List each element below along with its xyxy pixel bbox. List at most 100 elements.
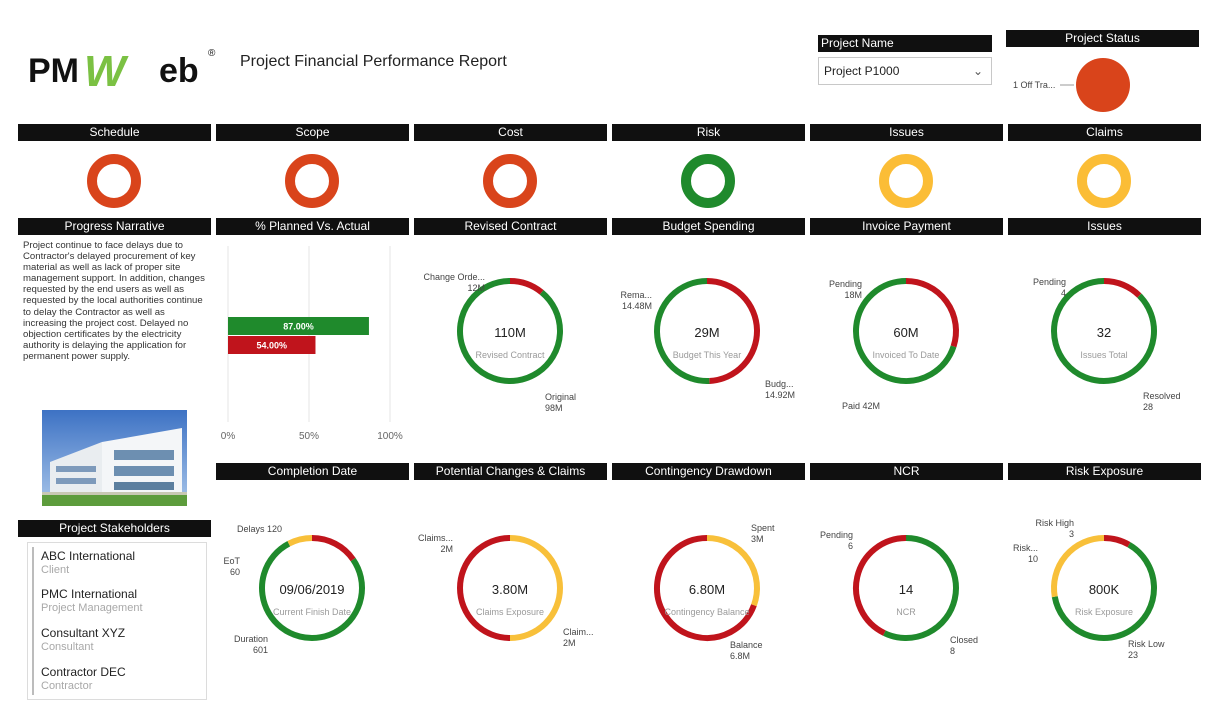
stakeholder-name: PMC International — [41, 587, 138, 601]
status-ring-issues — [879, 154, 933, 208]
donut-label-claims: Claims... 2M — [418, 533, 453, 555]
donut-label-eot: EoT 60 — [223, 556, 240, 578]
donut-label-value: 6.8M — [730, 651, 751, 661]
donut-segment-pending[interactable] — [853, 535, 907, 636]
donut-label-value: 18M — [844, 290, 862, 300]
donut-segment-duration[interactable] — [259, 541, 365, 641]
donut-label-name: Change Orde... — [423, 272, 485, 282]
donut-label-name: Duration — [233, 634, 268, 644]
pva-tick-label: 50% — [299, 431, 319, 442]
donut-label-name: EoT — [223, 556, 240, 566]
project-status-indicator — [1060, 58, 1130, 112]
stakeholder-item[interactable]: PMC International Project Management — [41, 587, 143, 615]
stakeholders-list-accent — [32, 547, 34, 695]
status-header-scope: Scope — [216, 124, 409, 141]
report-title: Project Financial Performance Report — [240, 53, 507, 70]
donut-segment-balance[interactable] — [654, 535, 757, 641]
status-ring-scope — [285, 154, 339, 208]
stakeholders-list[interactable]: ABC International Client PMC Internation… — [27, 542, 207, 700]
status-ring-arc — [87, 154, 141, 208]
project-stakeholders-header: Project Stakeholders — [18, 520, 211, 537]
donut-label-name: Original — [545, 392, 577, 402]
donut-segment-budg[interactable] — [654, 278, 710, 384]
donut-label-name: Claims... — [417, 533, 453, 543]
donut-segment-spent[interactable] — [706, 535, 760, 607]
donut-segment-eot[interactable] — [287, 535, 313, 547]
donut-center-label: Revised Contract — [475, 350, 545, 360]
stakeholder-item[interactable]: ABC International Client — [41, 549, 135, 577]
donut-segment-resolved[interactable] — [1051, 278, 1157, 384]
donut-issues: 32 Issues Total — [1051, 278, 1157, 384]
stakeholder-role: Contractor — [41, 680, 93, 692]
donut-segment-original[interactable] — [457, 278, 563, 384]
donut-label-value: 4 — [1060, 288, 1066, 298]
donut-label-risk-high: Risk High 3 — [1035, 518, 1074, 540]
donut-center-label: Budget This Year — [673, 350, 741, 360]
stakeholder-role: Consultant — [41, 641, 94, 653]
donut-label-value: 3M — [751, 534, 764, 544]
donut-label-name: Spent — [751, 523, 775, 533]
donut-header-risk-exposure: Risk Exposure — [1008, 463, 1201, 480]
donut-segment-risk-low[interactable] — [1051, 542, 1157, 641]
donut-label-value: 6 — [847, 541, 853, 551]
donut-label-value: 601 — [252, 645, 268, 655]
pva-bar — [228, 317, 369, 335]
pva-data-label: 54.00% — [256, 341, 287, 351]
donut-segment-claims[interactable] — [509, 535, 563, 641]
logo-text-w: W — [84, 47, 129, 94]
pmweb-logo: PM W eb ® — [28, 44, 218, 96]
pva-tick-label: 100% — [377, 431, 403, 442]
status-header-cost: Cost — [414, 124, 607, 141]
donut-center-label: Claims Exposure — [476, 607, 544, 617]
donut-header-completion-date: Completion Date — [216, 463, 409, 480]
donut-label-value: 14.92M — [765, 390, 796, 400]
stakeholder-item[interactable]: Contractor DEC Contractor — [41, 665, 126, 693]
project-name-select[interactable]: Project P1000 ⌄ — [818, 57, 992, 85]
donut-label-name: Balance — [730, 640, 763, 650]
donut-label-value: 14.48M — [621, 301, 652, 311]
logo-registered: ® — [208, 48, 216, 59]
donut-center-value: 6.80M — [689, 582, 725, 597]
status-ring-arc — [285, 154, 339, 208]
donut-segment-rema[interactable] — [706, 278, 760, 384]
donut-segment-closed[interactable] — [883, 535, 959, 641]
stakeholder-name: Consultant XYZ — [41, 626, 126, 640]
donut-contingency-drawdown: 6.80M Contingency Balance — [654, 535, 760, 641]
donut-segment-risk[interactable] — [1051, 535, 1105, 598]
donut-label-value: 12M — [467, 283, 485, 293]
donut-label-rema: Rema... 14.48M — [620, 290, 652, 312]
donut-label-name: Budg... — [765, 379, 794, 389]
logo-text-right: eb — [159, 52, 199, 90]
progress-narrative-text: Project continue to face delays due to C… — [23, 240, 205, 362]
donut-center-value: 29M — [694, 325, 719, 340]
donut-ncr: 14 NCR — [853, 535, 959, 641]
donut-header-contingency-drawdown: Contingency Drawdown — [612, 463, 805, 480]
donut-segment-change-orde[interactable] — [509, 278, 544, 295]
donut-center-value: 60M — [893, 325, 918, 340]
logo-text-left: PM — [28, 52, 79, 90]
donut-center-label: Current Finish Date — [273, 607, 351, 617]
donut-label-name: Pending — [1032, 277, 1066, 287]
donut-segment-paid[interactable] — [853, 278, 957, 384]
donut-segment-pending[interactable] — [905, 278, 959, 348]
donut-header-ncr: NCR — [810, 463, 1003, 480]
donut-label-claim: Claim... 2M — [563, 627, 594, 649]
project-status-dot — [1076, 58, 1130, 112]
donut-label-value: 10 — [1027, 554, 1038, 564]
donut-label-change-orde: Change Orde... 12M — [423, 272, 485, 294]
donut-segment-pending[interactable] — [1103, 278, 1142, 298]
stakeholder-name: Contractor DEC — [41, 665, 126, 679]
donut-label-value: 28 — [1143, 402, 1154, 412]
stakeholder-item[interactable]: Consultant XYZ Consultant — [41, 626, 125, 654]
donut-label-risk: Risk... 10 — [1013, 543, 1038, 565]
donut-center-value: 3.80M — [492, 582, 528, 597]
donut-segment-delays[interactable] — [311, 535, 356, 562]
donut-header-revised-contract: Revised Contract — [414, 218, 607, 235]
donut-segment-risk-high[interactable] — [1103, 535, 1131, 548]
status-header-issues: Issues — [810, 124, 1003, 141]
project-status-label: 1 Off Tra... — [1013, 80, 1056, 90]
donut-segment-claim[interactable] — [457, 535, 511, 641]
donut-label-name: Risk High — [1035, 518, 1074, 528]
donut-label-name: Delays 120 — [236, 524, 282, 534]
chevron-down-icon[interactable]: ⌄ — [972, 64, 983, 78]
